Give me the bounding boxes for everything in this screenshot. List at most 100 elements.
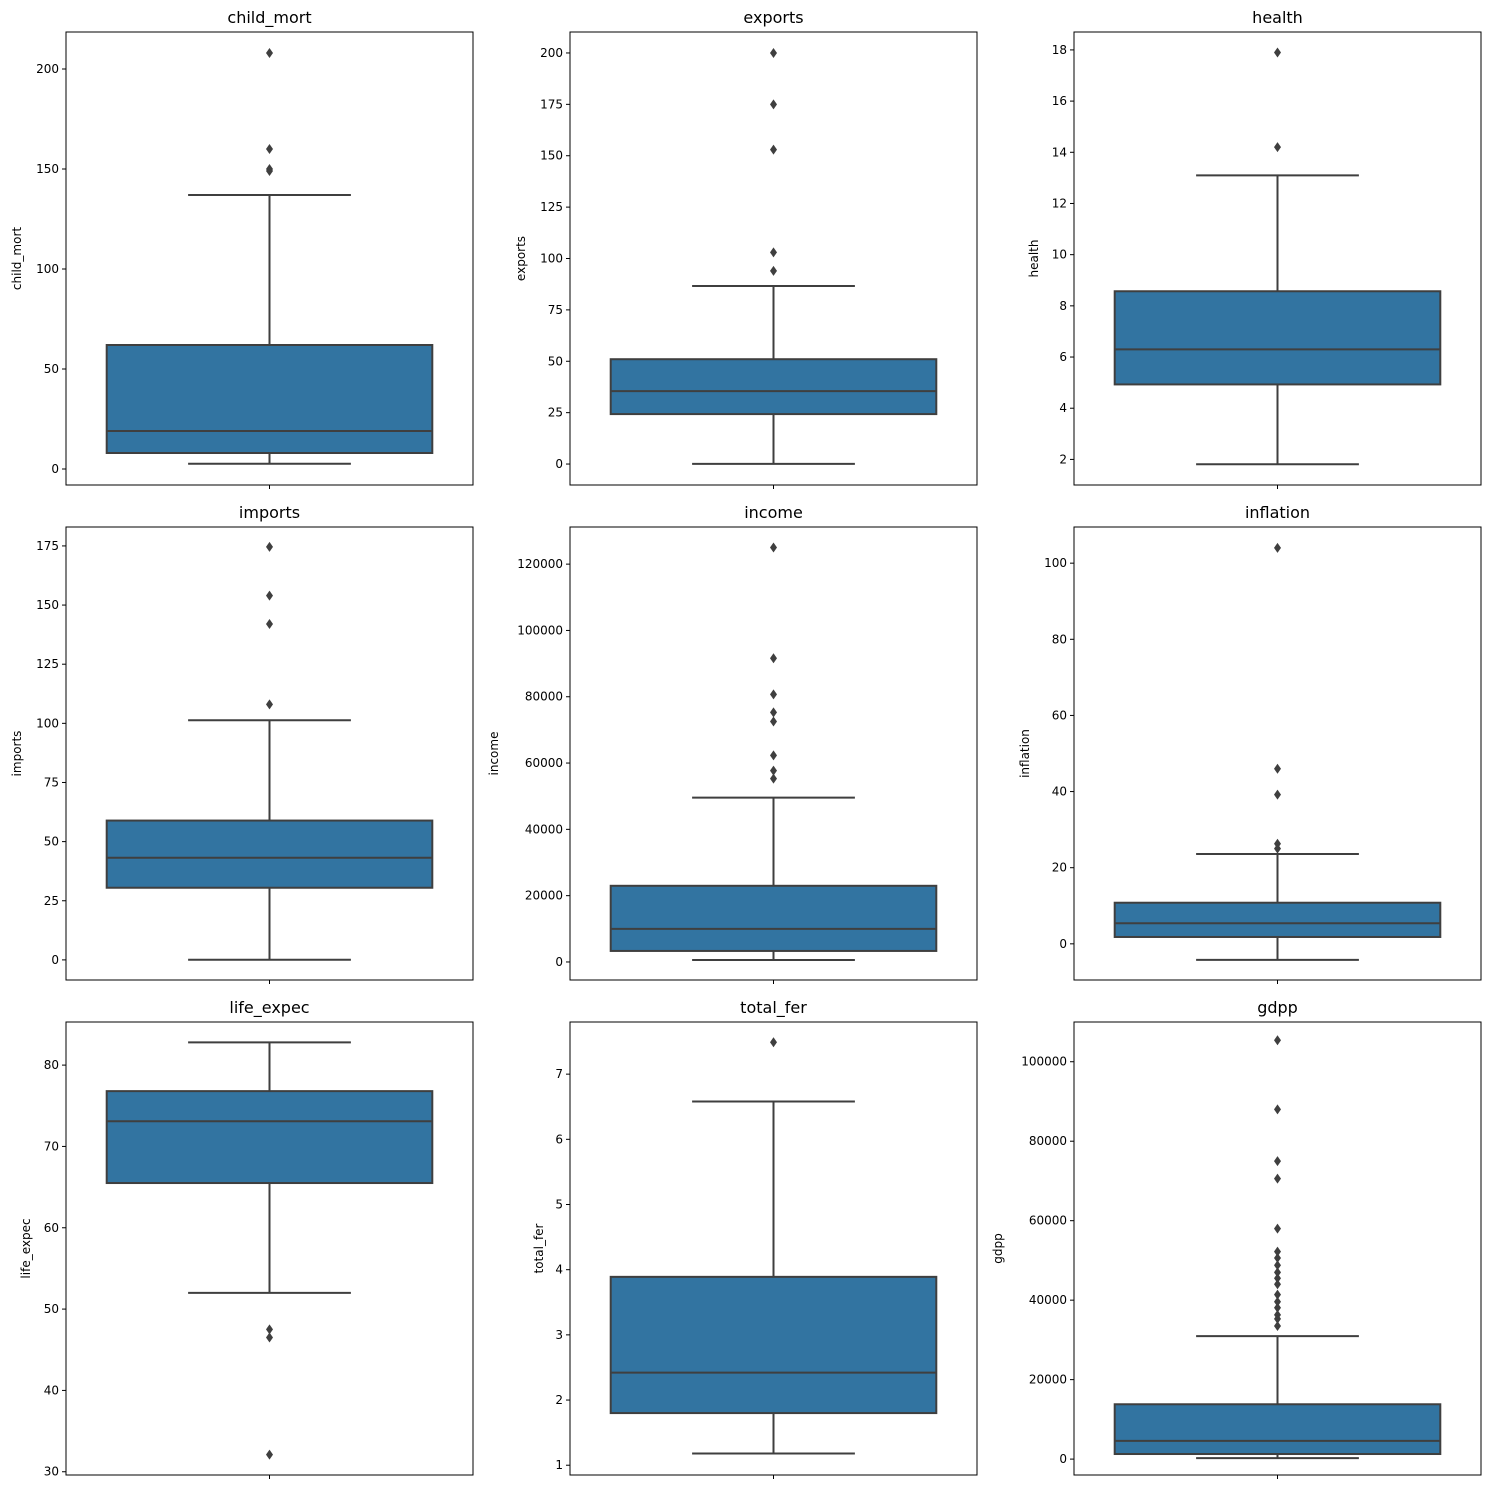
iqr-box [1113,901,1442,938]
y-tick-label: 0 [51,953,59,967]
y-tick-label: 80000 [525,690,563,704]
panel-income: income 0 20000 40000 60000 80000 100000 120000 i… [487,503,978,984]
outlier-point [266,590,273,601]
y-tick-label: 0 [555,955,563,969]
y-tick-label: 125 [36,657,59,671]
panel-health: health 2 4 6 8 10 12 14 16 18 health [1027,8,1482,489]
y-tick-label: 0 [51,462,59,476]
y-tick-label: 40 [44,1383,59,1397]
outlier-point [266,1449,273,1460]
panel-title: child_mort [227,8,311,28]
outlier-point [1274,1104,1281,1115]
outlier-point [1274,843,1281,854]
outlier-point [1274,1253,1281,1264]
y-tick-label: 80000 [1029,1134,1067,1148]
y-tick-label: 100 [1044,556,1067,570]
y-tick-label: 16 [1052,94,1067,108]
outlier-point [770,750,777,761]
y-tick-label: 150 [540,149,563,163]
outlier-point [770,47,777,58]
outlier-point [266,1324,273,1335]
y-tick-label: 14 [1052,145,1067,159]
y-tick-label: 40 [1052,785,1067,799]
iqr-box [105,819,434,889]
panel-title: health [1252,8,1303,27]
y-tick-label: 60000 [1029,1214,1067,1228]
panel-gdpp: gdpp 0 20000 40000 60000 80000 100000 gdpp [991,998,1482,1479]
y-tick-label: 0 [1059,1452,1067,1466]
outlier-point [770,1037,777,1048]
panel-title: imports [239,503,300,522]
y-tick-label: 1 [555,1458,563,1472]
y-axis-label: child_mort [10,227,24,290]
y-tick-label: 50 [44,362,59,376]
outlier-point [1274,1273,1281,1284]
axes-frame [65,1021,474,1476]
y-tick-label: 20 [1052,861,1067,875]
panel-title: total_fer [740,998,807,1018]
outlier-point [1274,1035,1281,1046]
outlier-point [1274,1260,1281,1271]
y-tick-label: 40000 [525,822,563,836]
y-tick-label: 18 [1052,43,1067,57]
y-axis-label: imports [10,731,24,777]
outlier-point [770,99,777,110]
y-tick-label: 20000 [525,889,563,903]
y-tick-label: 60000 [525,756,563,770]
iqr-box [609,884,938,952]
outlier-point [266,144,273,154]
outlier-point [1274,1279,1281,1290]
panel-life_expec: life_expec 30 40 50 60 70 80 life_expec [19,998,474,1479]
y-tick-label: 6 [555,1132,563,1146]
outlier-point [1274,1320,1281,1331]
y-tick-label: 100 [36,716,59,730]
panel-inflation: inflation 0 20 40 60 80 100 inflation [1018,503,1482,984]
y-tick-label: 75 [44,775,59,789]
y-tick-label: 70 [44,1139,59,1153]
outlier-point [1274,1296,1281,1307]
axes-frame [65,526,474,981]
y-tick-label: 8 [1059,299,1067,313]
y-axis-label: gdpp [991,1233,1005,1263]
y-axis-label: exports [514,236,528,281]
iqr-box [1113,1403,1442,1456]
y-tick-label: 100 [540,252,563,266]
y-tick-label: 12 [1052,196,1067,210]
outlier-point [1274,142,1281,153]
outlier-point [770,765,777,776]
y-tick-label: 6 [1059,350,1067,364]
outlier-point [266,48,273,58]
outlier-point [1274,1267,1281,1278]
y-tick-label: 3 [555,1328,563,1342]
outlier-point [1274,1246,1281,1257]
panel-title: exports [743,8,803,27]
y-axis-label: income [487,732,501,776]
y-tick-label: 200 [540,46,563,60]
panel-title: life_expec [229,998,309,1018]
iqr-box [609,1275,938,1415]
outlier-point [266,1332,273,1343]
y-tick-label: 175 [36,539,59,553]
outlier-point [770,773,777,784]
y-axis-label: inflation [1018,729,1032,778]
y-tick-label: 25 [44,894,59,908]
outlier-point [1274,1223,1281,1234]
axes-frame [65,31,474,486]
outlier-point [1274,47,1281,58]
axes-frame [1073,1021,1482,1476]
y-tick-label: 5 [555,1198,563,1212]
iqr-box [609,358,938,416]
outlier-point [1274,1173,1281,1184]
y-tick-label: 25 [548,406,563,420]
panel-title: gdpp [1257,998,1298,1017]
iqr-box [1113,290,1442,386]
outlier-point [266,541,273,552]
y-tick-label: 100 [36,262,59,276]
y-tick-label: 100000 [1021,1055,1067,1069]
y-tick-label: 120000 [517,557,563,571]
y-tick-label: 7 [555,1067,563,1081]
iqr-box [105,344,434,454]
axes-frame [569,1021,978,1476]
outlier-point [1274,789,1281,800]
